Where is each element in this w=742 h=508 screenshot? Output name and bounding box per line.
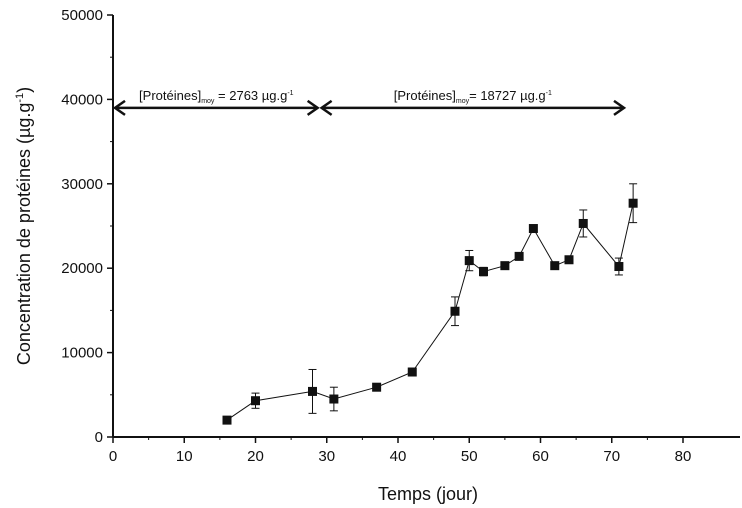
y-tick-label: 40000: [61, 91, 103, 108]
y-tick-label: 10000: [61, 345, 103, 362]
data-point: [628, 198, 638, 208]
data-point: [450, 306, 460, 316]
y-tick-label: 0: [95, 429, 103, 446]
x-tick-label: 10: [176, 448, 193, 465]
arrow-head-left: [112, 99, 126, 116]
x-tick-label: 30: [318, 448, 335, 465]
data-point: [479, 267, 488, 277]
data-point: [464, 256, 474, 266]
data-point: [407, 367, 417, 377]
data-point: [329, 394, 339, 404]
arrow-head-right: [613, 99, 627, 116]
range-label-sub: moy: [201, 98, 215, 105]
range-label-1: [Protéines]moy = 2763 µg.g-1: [139, 88, 294, 105]
range-label-2: [Protéines]moy= 18727 µg.g-1: [394, 88, 552, 105]
y-axis-title-close: ): [14, 87, 34, 93]
data-series: [222, 183, 638, 425]
x-tick-label: 60: [532, 448, 549, 465]
range-label-main: [Protéines]: [394, 88, 456, 103]
arrow-head-left: [319, 99, 333, 116]
y-tick-label: 30000: [61, 176, 103, 193]
x-tick-label: 0: [109, 448, 117, 465]
range-label-main: [Protéines]: [139, 88, 201, 103]
y-tick-label: 20000: [61, 260, 103, 277]
data-point: [614, 262, 624, 272]
y-axis-title-sup: -1: [14, 93, 26, 103]
y-axis-title-main: Concentration de protéines (µg.g: [14, 103, 34, 366]
x-tick-label: 80: [675, 448, 692, 465]
range-label-sub: moy: [456, 98, 470, 105]
data-point: [578, 218, 588, 228]
range-label-sup: -1: [546, 90, 552, 97]
data-point: [500, 261, 510, 271]
data-point: [514, 251, 524, 261]
series-line: [226, 203, 634, 421]
x-tick-label: 70: [603, 448, 620, 465]
x-tick-label: 20: [247, 448, 264, 465]
x-axis-title: Temps (jour): [378, 484, 478, 504]
x-tick-label: 50: [461, 448, 478, 465]
y-axis-title: Concentration de protéines (µg.g-1): [14, 87, 34, 365]
range-label-value: = 2763 µg.g: [214, 88, 287, 103]
data-point: [308, 386, 317, 396]
ticks: 0 10 20 30 40 50 60 70 80 0 10000 20000 30000 40000 50…: [61, 7, 691, 465]
data-point: [222, 415, 232, 425]
data-point: [372, 382, 382, 392]
data-point: [564, 255, 574, 265]
x-tick-label: 40: [390, 448, 407, 465]
data-point: [550, 261, 560, 271]
arrow-head-right: [306, 99, 320, 116]
y-tick-label: 50000: [61, 7, 103, 24]
annotations: [Protéines]moy = 2763 µg.g-1 [Protéines]m…: [112, 88, 627, 116]
data-point: [251, 396, 260, 406]
range-label-sup: -1: [287, 90, 293, 97]
range-label-value: = 18727 µg.g: [469, 88, 546, 103]
data-point: [528, 224, 538, 234]
axes: [112, 15, 740, 438]
